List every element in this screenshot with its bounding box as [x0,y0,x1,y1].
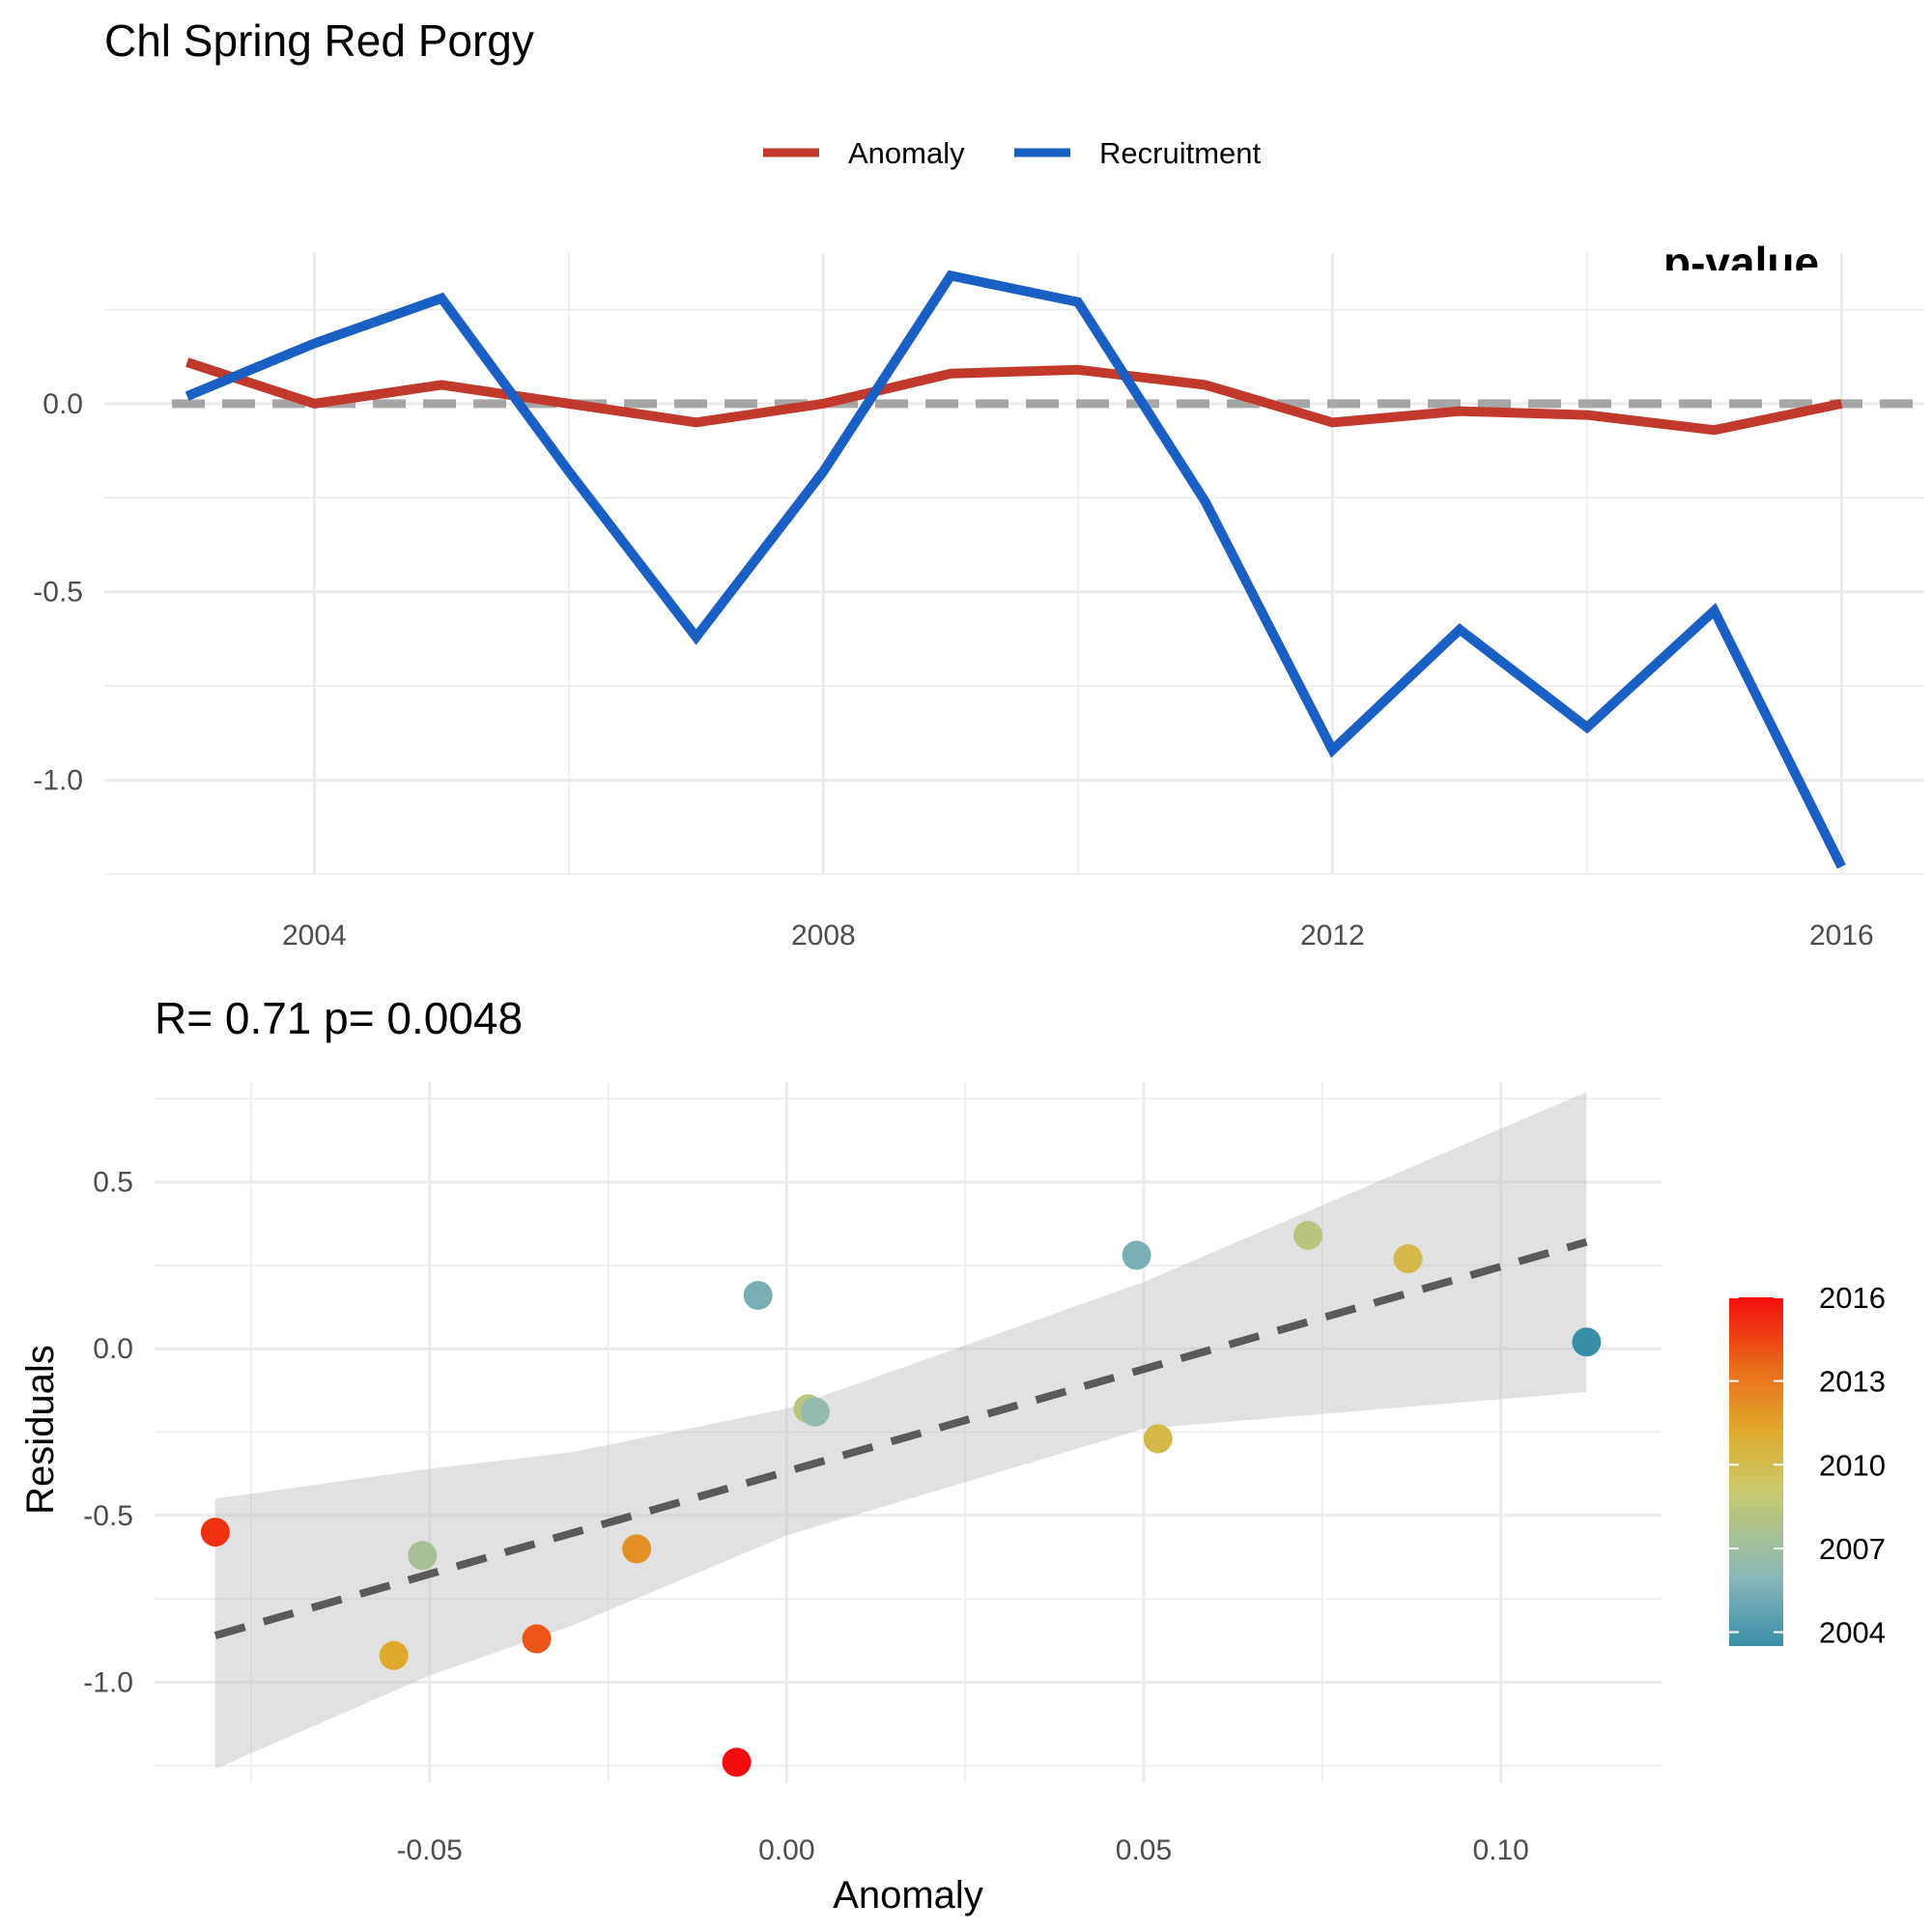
bottom-y-tick-label: 0.5 [93,1167,133,1199]
color-legend-ticks: 2016 2013 2010 2007 2004 [1729,1281,1886,1650]
scatter-point [379,1640,409,1670]
bottom-x-tick-label: 0.10 [1472,1834,1528,1866]
top-axis-labels: 2004 2008 2012 2016 0.0 -0.5 -1.0 [33,388,1873,952]
top-chart-title: Chl Spring Red Porgy [104,15,534,66]
legend-label-recruitment: Recruitment [1099,136,1261,170]
color-legend-bar [1729,1297,1783,1646]
bottom-y-tick-label: -1.0 [83,1666,133,1698]
top-grid [104,253,1924,875]
scatter-point [743,1280,773,1310]
bottom-x-tick-label: 0.00 [758,1834,814,1866]
series-line-anomaly [185,357,1843,436]
scatter-point [1572,1327,1602,1357]
top-x-tick-label: 2016 [1809,920,1874,952]
y-axis-title: Residuals [19,1345,62,1515]
legend-label-anomaly: Anomaly [848,136,965,170]
top-y-tick-label: 0.0 [43,388,83,420]
top-x-tick-label: 2004 [282,920,347,952]
top-x-tick-label: 2008 [791,920,856,952]
confidence-band [214,1092,1587,1770]
color-legend-label: 2010 [1819,1448,1886,1482]
scatter-point [522,1624,552,1654]
bottom-y-tick-label: 0.0 [93,1333,133,1365]
color-legend-label: 2007 [1819,1532,1886,1566]
x-axis-title: Anomaly [833,1874,983,1917]
top-legend: Anomaly Recruitment [763,136,1261,170]
regression-fit-line [213,1237,1588,1639]
bottom-x-tick-label: -0.05 [396,1834,462,1866]
top-y-tick-label: -1.0 [33,765,83,797]
bottom-x-tick-label: 0.05 [1116,1834,1172,1866]
top-x-tick-label: 2012 [1300,920,1365,952]
top-corner-label-clip: p-value [1663,238,1819,288]
scatter-point [1122,1240,1151,1270]
scatter-point [1393,1243,1423,1273]
bottom-grid [155,1082,1662,1782]
scatter-point [800,1397,830,1427]
bottom-chart-title: R= 0.71 p= 0.0048 [155,993,523,1043]
series-line-recruitment [185,270,1846,869]
top-corner-label: p-value [1663,238,1819,288]
color-legend-label: 2016 [1819,1281,1886,1315]
top-series [172,270,1924,869]
color-legend-label: 2013 [1819,1365,1886,1399]
bottom-y-tick-label: -0.5 [83,1500,133,1532]
top-y-tick-label: -0.5 [33,577,83,609]
scatter-point [408,1541,438,1571]
bottom-axis-labels: -0.05 0.00 0.05 0.10 0.5 0.0 -0.5 -1.0 [83,1167,1529,1866]
scatter-point [1293,1220,1323,1250]
scatter-point [1143,1424,1173,1454]
scatter-point [722,1747,752,1777]
scatter-point [200,1518,230,1548]
color-legend: 2016 2013 2010 2007 2004 [1729,1281,1886,1650]
bottom-plot [200,1092,1602,1777]
scatter-point [622,1534,652,1564]
color-legend-label: 2004 [1819,1616,1886,1650]
